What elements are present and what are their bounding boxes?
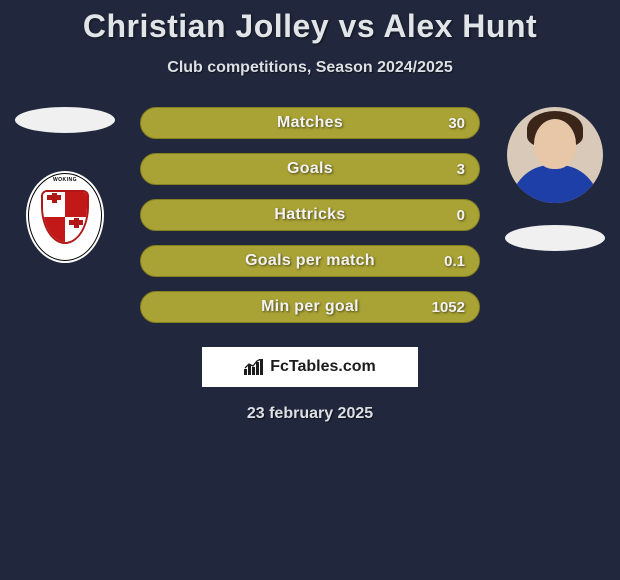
page-title: Christian Jolley vs Alex Hunt bbox=[0, 8, 620, 45]
player-right-photo bbox=[507, 107, 603, 203]
stat-value-right: 1052 bbox=[432, 299, 465, 316]
stat-bar: Min per goal 1052 bbox=[140, 291, 480, 323]
stat-value-right: 3 bbox=[457, 161, 465, 178]
stat-bar: Matches 30 bbox=[140, 107, 480, 139]
brand-text: FcTables.com bbox=[270, 358, 376, 376]
comparison-card: Christian Jolley vs Alex Hunt Club compe… bbox=[0, 0, 620, 423]
stat-value-right: 0.1 bbox=[444, 253, 465, 270]
club-crest-right-placeholder bbox=[505, 225, 605, 251]
stat-value-right: 0 bbox=[457, 207, 465, 224]
stat-label: Matches bbox=[277, 114, 343, 132]
stat-bar: Goals 3 bbox=[140, 153, 480, 185]
stat-label: Goals per match bbox=[245, 252, 375, 270]
stat-label: Goals bbox=[287, 160, 333, 178]
subtitle: Club competitions, Season 2024/2025 bbox=[0, 59, 620, 77]
stat-label: Hattricks bbox=[274, 206, 345, 224]
date-text: 23 february 2025 bbox=[0, 405, 620, 423]
bar-chart-icon bbox=[244, 359, 264, 375]
club-crest-left: WOKING bbox=[26, 171, 104, 263]
stat-label: Min per goal bbox=[261, 298, 359, 316]
player-right-column bbox=[500, 107, 610, 251]
player-left-column: WOKING bbox=[10, 107, 120, 263]
stat-bars: Matches 30 Goals 3 Hattricks 0 Goals per… bbox=[140, 107, 480, 323]
stats-area: WOKING bbox=[0, 107, 620, 323]
stat-bar: Hattricks 0 bbox=[140, 199, 480, 231]
brand-box: FcTables.com bbox=[202, 347, 418, 387]
stat-bar: Goals per match 0.1 bbox=[140, 245, 480, 277]
player-left-photo-placeholder bbox=[15, 107, 115, 133]
stat-value-right: 30 bbox=[448, 115, 465, 132]
